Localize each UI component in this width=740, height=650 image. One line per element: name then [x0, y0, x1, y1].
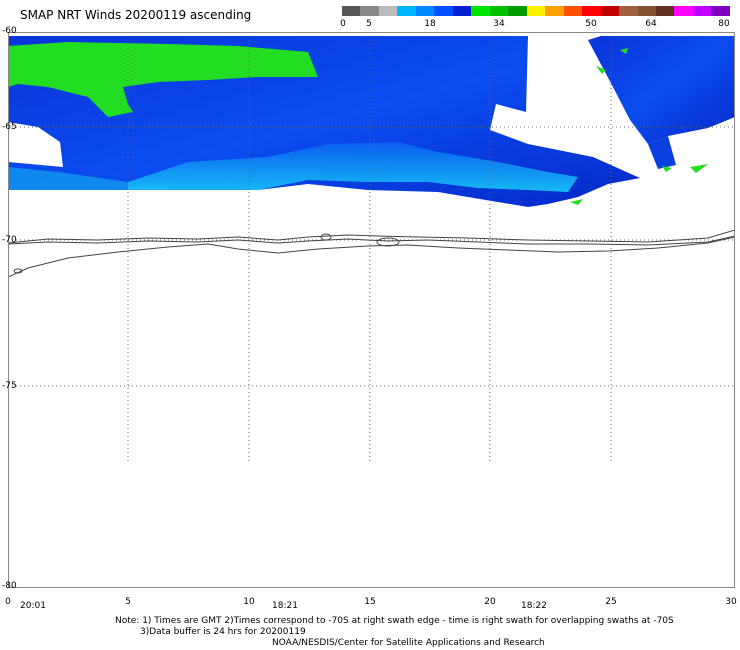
lon-label: 10: [243, 597, 255, 607]
colorbar-label: 34: [493, 19, 505, 29]
colorbar-label: 0: [340, 19, 346, 29]
antarctic-coastline: [8, 229, 735, 278]
wind-speed-colorbar: [342, 6, 730, 16]
lon-label: 25: [605, 597, 617, 607]
colorbar-label: 5: [366, 19, 372, 29]
wind-swath-blue-right: [588, 36, 735, 144]
colorbar-segment: [508, 6, 527, 16]
note-line-2: 3)Data buffer is 24 hrs for 20200119: [140, 627, 306, 637]
colorbar-segment: [360, 6, 379, 16]
lat-lon-grid: [8, 32, 735, 464]
colorbar-segment: [692, 6, 712, 16]
swath-time-label: 18:21: [272, 601, 298, 611]
lat-label: -65: [2, 122, 17, 132]
wind-swath-green: [8, 42, 318, 117]
map-title: SMAP NRT Winds 20200119 ascending: [20, 8, 252, 22]
lon-label: 0: [5, 597, 11, 607]
lat-label: -60: [2, 26, 17, 36]
lon-label: 15: [364, 597, 376, 607]
colorbar-segment: [489, 6, 509, 16]
colorbar-segment: [600, 6, 620, 16]
colorbar-segment: [397, 6, 416, 16]
colorbar-segment: [415, 6, 435, 16]
colorbar-segment: [563, 6, 583, 16]
colorbar-segment: [434, 6, 453, 16]
colorbar-segment: [378, 6, 398, 16]
colorbar-segment: [619, 6, 638, 16]
colorbar-label: 80: [718, 19, 730, 29]
colorbar-segment: [452, 6, 472, 16]
colorbar-segment: [582, 6, 601, 16]
colorbar-segment: [674, 6, 693, 16]
colorbar-segment: [637, 6, 656, 16]
lon-label: 5: [125, 597, 131, 607]
colorbar-label: 18: [424, 19, 436, 29]
note-line-3: NOAA/NESDIS/Center for Satellite Applica…: [272, 638, 545, 648]
colorbar-segment: [655, 6, 675, 16]
lat-label: -70: [2, 235, 17, 245]
lon-label: 30: [725, 597, 737, 607]
colorbar-segment: [342, 6, 361, 16]
colorbar-segment: [471, 6, 490, 16]
lon-label: 20: [484, 597, 496, 607]
lat-label: -80: [2, 581, 17, 591]
swath-time-label: 18:22: [521, 601, 547, 611]
map-frame: [8, 32, 735, 588]
wind-swath-light-blue: [8, 167, 128, 190]
swath-time-label: 20:01: [20, 601, 46, 611]
note-line-1: Note: 1) Times are GMT 2)Times correspon…: [115, 616, 674, 626]
colorbar-segment: [545, 6, 564, 16]
colorbar-label: 64: [645, 19, 657, 29]
colorbar-label: 50: [585, 19, 597, 29]
colorbar-segment: [711, 6, 730, 16]
wind-swath-light-blue: [128, 142, 578, 192]
lat-label: -75: [2, 381, 17, 391]
wind-swath-map: [8, 32, 735, 588]
colorbar-segment: [526, 6, 546, 16]
